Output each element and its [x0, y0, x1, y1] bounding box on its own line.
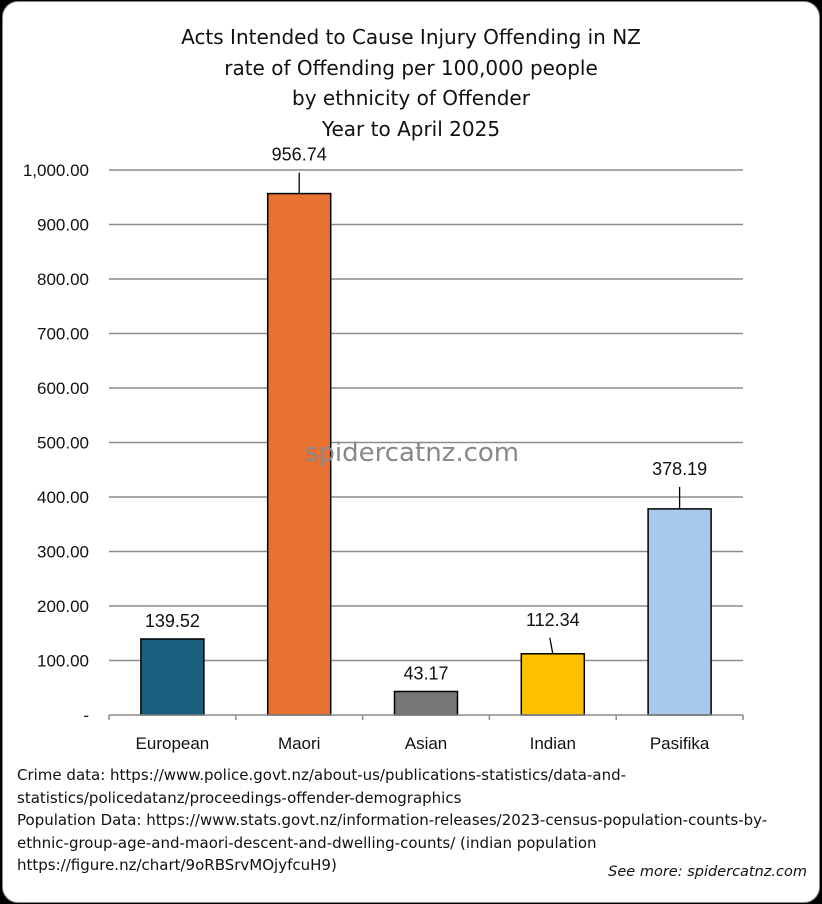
bar-asian — [393, 690, 459, 716]
x-tick-label: Asian — [405, 734, 448, 753]
bar-chart: - 100.00 200.00 300.00 400.00 500.00 600.00 700… — [23, 145, 744, 753]
watermark: spidercatnz.com — [305, 438, 519, 468]
y-tick-label: 200.00 — [37, 597, 89, 616]
source-note-line: Crime data: https://www.police.govt.nz/a… — [17, 766, 627, 784]
y-tick-label: 100.00 — [37, 652, 89, 671]
title-line-3: by ethnicity of Offender — [292, 86, 530, 110]
y-tick-label: 500.00 — [37, 434, 89, 453]
data-label: 43.17 — [403, 663, 448, 683]
y-tick-label: 400.00 — [37, 488, 89, 507]
y-tick-label: 600.00 — [37, 379, 89, 398]
y-tick-label: - — [83, 706, 89, 725]
gridlines — [109, 169, 743, 662]
y-tick-label: 700.00 — [37, 325, 89, 344]
x-tick-label: European — [136, 734, 210, 753]
source-note-line: statistics/policedatanz/proceedings-offe… — [17, 788, 462, 807]
source-note-line: ethnic-group-age-and-maori-descent-and-d… — [17, 833, 597, 852]
x-tick-label: Pasifika — [650, 734, 710, 753]
data-label: 956.74 — [272, 145, 327, 165]
source-notes: Crime data: https://www.police.govt.nz/a… — [17, 764, 812, 877]
leader-line — [549, 637, 554, 654]
data-labels: 139.52 956.74 43.17 112.34 378.19 — [145, 145, 707, 684]
y-tick-label: 300.00 — [37, 543, 89, 562]
y-tick-label: 800.00 — [37, 270, 89, 289]
data-label: 139.52 — [145, 611, 200, 631]
y-tick-label: 900.00 — [37, 216, 89, 235]
source-note-line: Population Data: https://www.stats.govt.… — [17, 811, 768, 830]
y-tick-label: 1,000.00 — [23, 161, 89, 180]
data-label: 378.19 — [652, 459, 707, 479]
source-note-line: https://figure.nz/chart/9oRBSrvMOjyfcuH9… — [17, 856, 337, 875]
y-axis-ticks: - 100.00 200.00 300.00 400.00 500.00 600.00 700… — [23, 161, 89, 725]
data-label: 112.34 — [526, 610, 580, 630]
x-tick-label: Maori — [278, 734, 321, 753]
bar-indian — [520, 653, 586, 716]
title-line-4: Year to April 2025 — [321, 116, 501, 141]
x-tick-label: Indian — [530, 734, 576, 753]
bar-european — [140, 638, 205, 716]
title-line-2: rate of Offending per 100,000 people — [224, 55, 598, 80]
bar-pasifika — [647, 508, 712, 716]
bars — [140, 192, 712, 716]
chart-title: Acts Intended to Cause Injury Offending … — [3, 22, 819, 144]
title-line-1: Acts Intended to Cause Injury Offending … — [181, 25, 641, 49]
x-axis: European Maori Asian Indian Pasifika — [108, 714, 744, 753]
see-more-link[interactable]: See more: spidercatnz.com — [608, 864, 807, 880]
